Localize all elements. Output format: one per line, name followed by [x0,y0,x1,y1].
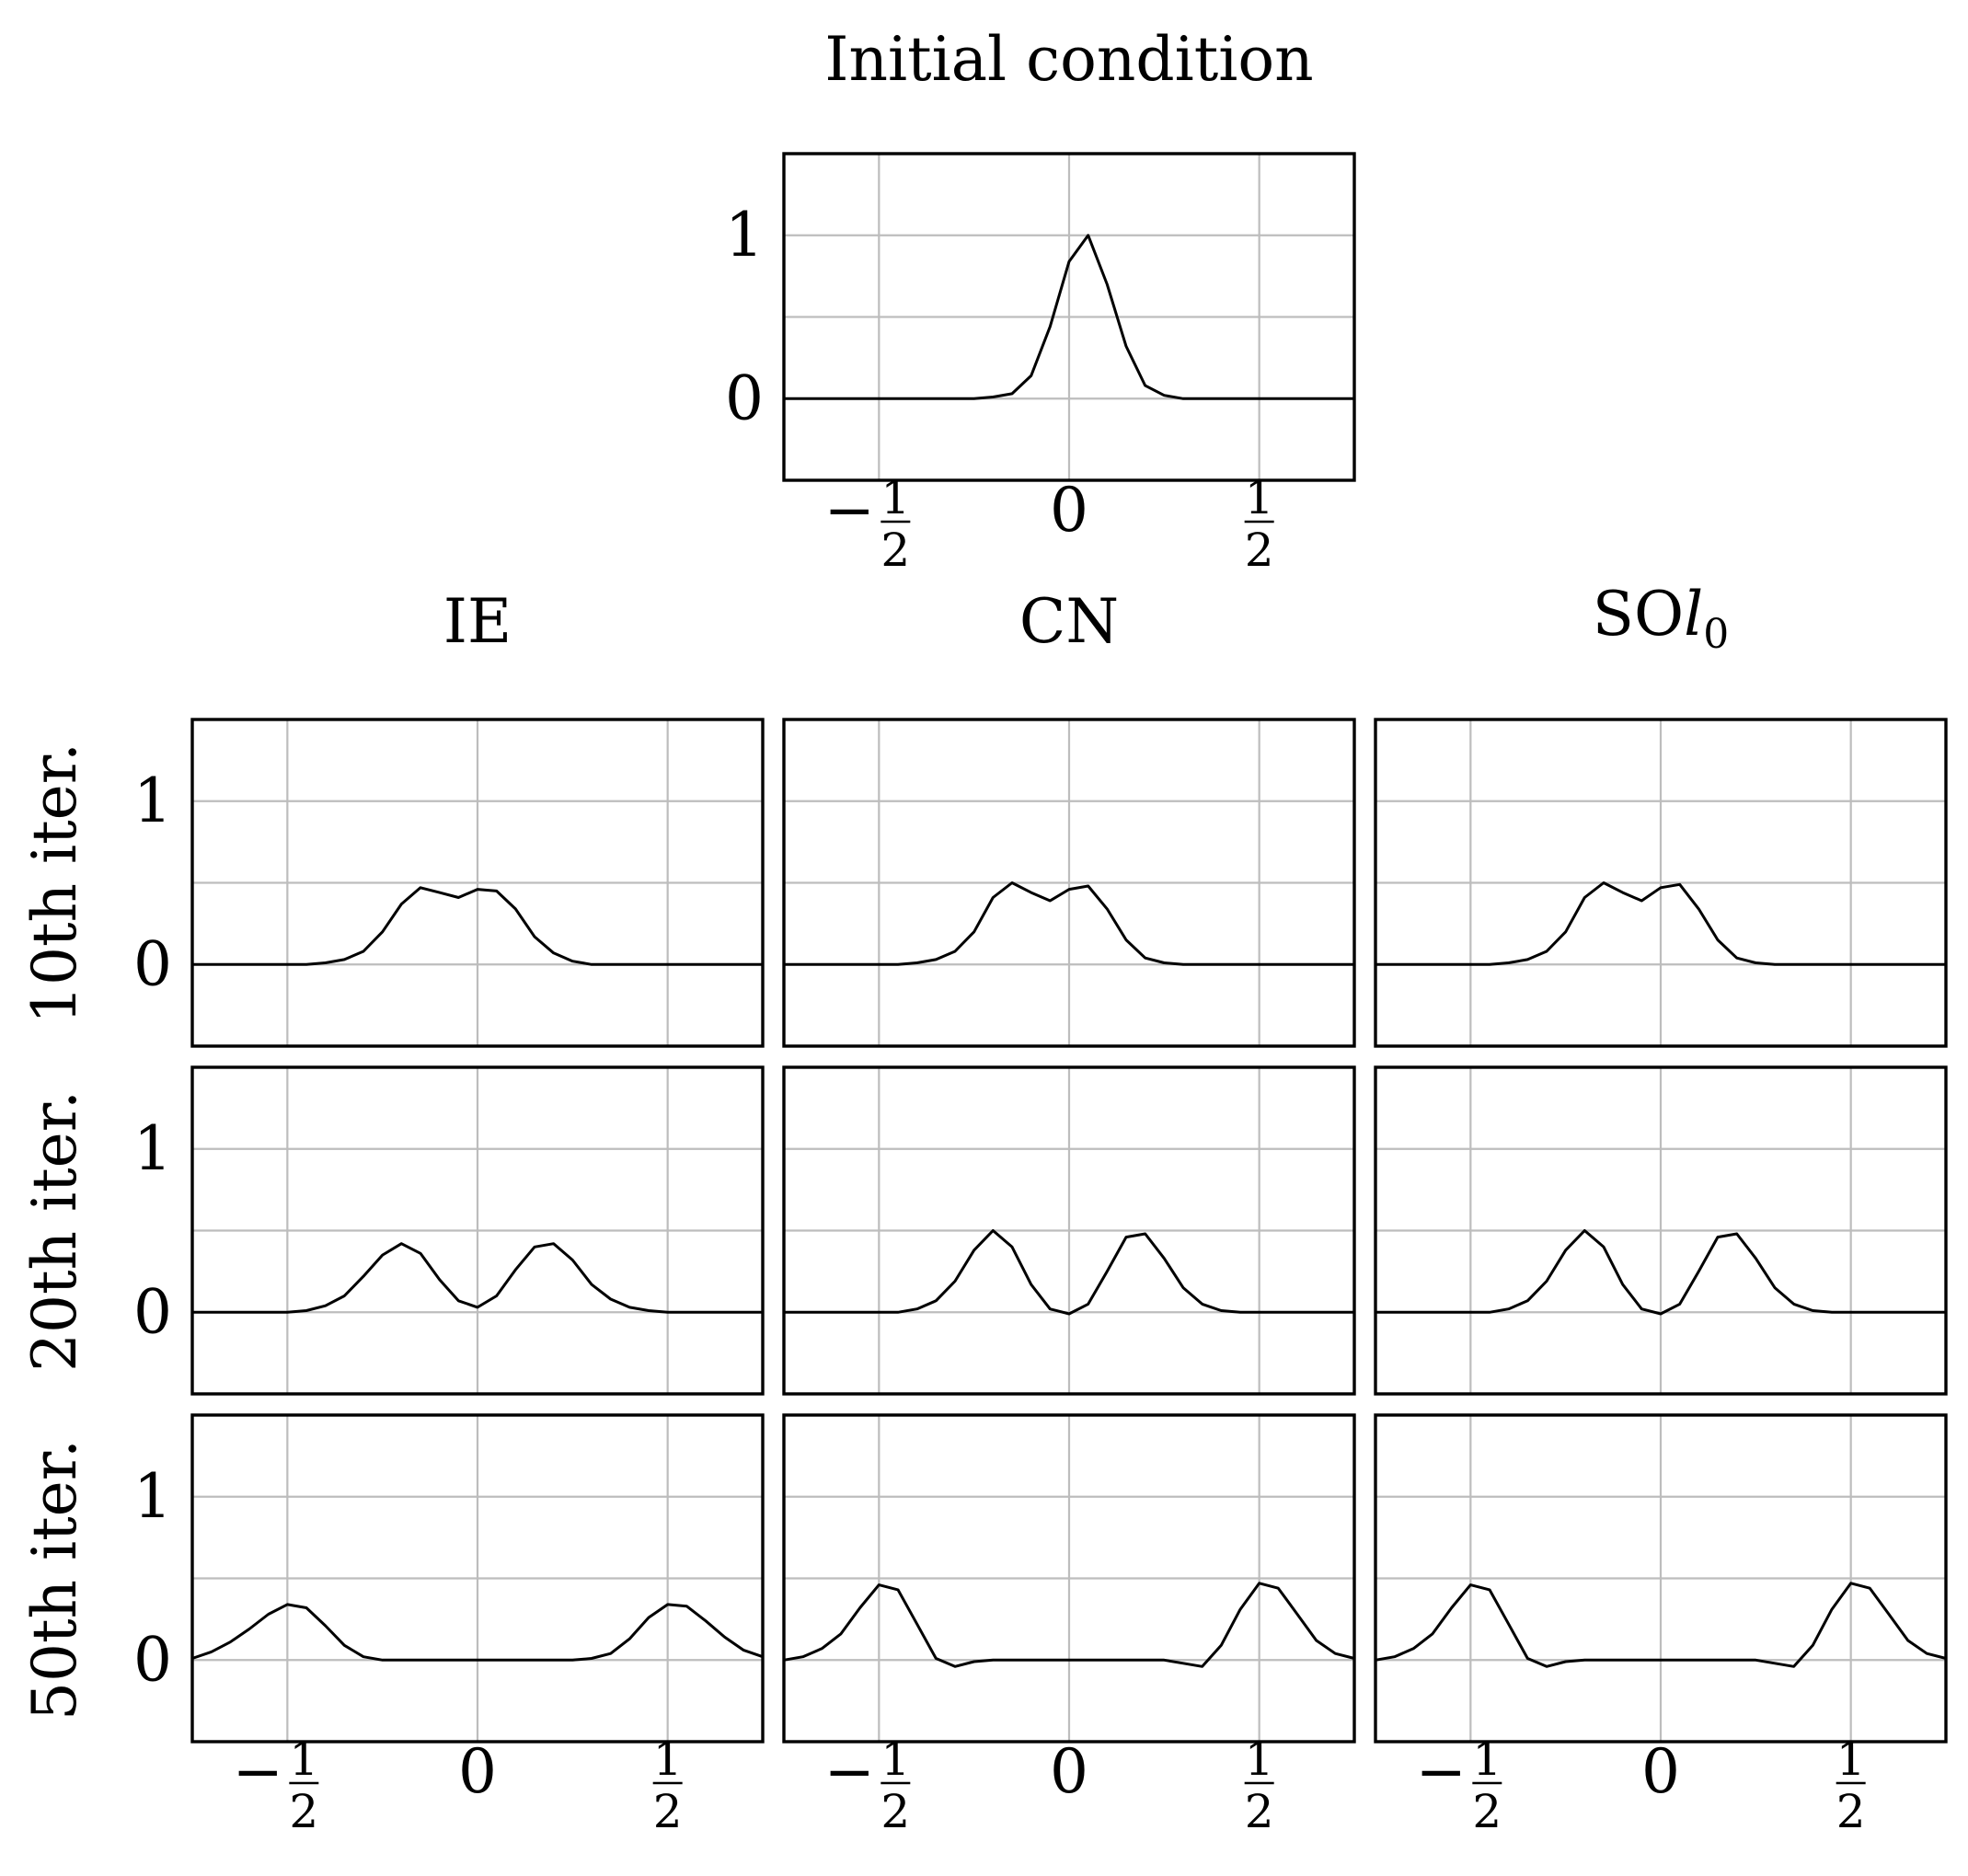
series-line-cn-20 [784,1229,1354,1316]
x-tick-denominator: 2 [1245,1785,1274,1838]
plot-frame [782,1413,1356,1744]
y-tick-label-1: 1 [133,1113,172,1184]
plot-frame [1374,718,1948,1048]
x-tick-minus: − [824,475,875,546]
x-tick-denominator: 2 [880,524,910,577]
x-tick-numerator: 1 [880,471,910,524]
plot-frame [1374,1065,1948,1396]
x-tick-numerator: 1 [653,1732,683,1786]
series-line-initial [784,234,1354,400]
plot-frame [782,152,1356,482]
x-tick-minus: − [1416,1736,1467,1807]
y-tick-label-1: 1 [133,765,172,836]
series-line-ie-10 [192,886,763,966]
column-title-sol0: SOl0 [1593,579,1729,658]
y-tick-label-0: 0 [725,363,764,433]
plot-frame [1374,1413,1948,1744]
series-line-ie-50 [191,1603,764,1662]
row-label-50th: 50th iter. [19,1439,90,1721]
panel-cn-10 [782,718,1356,1048]
x-tick-label-1: 0 [1641,1736,1680,1807]
x-tick-label-0: −12 [824,471,911,577]
column-title-ie: IE [443,586,512,657]
x-tick-denominator: 2 [1836,1785,1866,1838]
x-tick-denominator: 2 [653,1785,683,1838]
x-tick-label-0: −12 [824,1732,911,1838]
x-tick-label-2: 12 [1244,1732,1274,1838]
panel-cn-50: −120 12 [782,1413,1356,1838]
plot-frame [190,1413,765,1744]
plot-frame [782,718,1356,1048]
figure-title: Initial condition [824,24,1313,95]
series-line-so-50 [1375,1582,1947,1668]
x-tick-denominator: 2 [1245,524,1274,577]
series-line-cn-10 [784,881,1354,966]
panel-so-50: −120 12 [1374,1413,1948,1838]
x-tick-minus: − [824,1736,875,1807]
x-tick-label-1: 0 [1050,1736,1088,1807]
series-line-so-10 [1375,881,1946,966]
x-tick-numerator: 1 [1245,471,1274,524]
plot-frame [190,1065,765,1396]
x-tick-denominator: 2 [880,1785,910,1838]
series-line-so-20 [1375,1229,1946,1316]
x-tick-label-0: −12 [1416,1732,1502,1838]
panel-ie-50: 01− 120 12 [133,1413,765,1838]
x-tick-numerator: 1 [1472,1732,1502,1786]
y-tick-label-0: 0 [133,928,172,999]
x-tick-denominator: 2 [289,1785,318,1838]
panel-ie-10: 01 [133,718,765,1048]
panel-so-10 [1374,718,1948,1048]
column-title-cn: CN [1019,586,1119,657]
x-tick-minus: − [233,1736,283,1807]
x-tick-label-1: 0 [458,1736,497,1807]
y-tick-label-1: 1 [133,1461,172,1532]
row-label-20th: 20th iter. [19,1090,90,1372]
panel-cn-20 [782,1065,1356,1396]
y-tick-label-0: 0 [133,1624,172,1695]
series-line-ie-20 [192,1242,763,1314]
x-tick-label-2: 12 [1244,471,1274,577]
y-tick-label-0: 0 [133,1276,172,1347]
x-tick-denominator: 2 [1472,1785,1502,1838]
y-tick-label-1: 1 [725,200,764,270]
row-label-10th: 10th iter. [19,742,90,1024]
x-tick-label-0: −12 [233,1732,319,1838]
x-tick-numerator: 1 [1245,1732,1274,1786]
panel-initial: 01− 120 12 [725,152,1356,577]
plot-frame [190,718,765,1048]
panel-ie-20: 01 [133,1065,765,1396]
x-tick-numerator: 1 [289,1732,318,1786]
series-line-cn-50 [783,1582,1355,1668]
x-tick-label-2: 12 [1836,1732,1866,1838]
panel-so-20 [1374,1065,1948,1396]
x-tick-numerator: 1 [1836,1732,1866,1786]
x-tick-label-2: 12 [652,1732,683,1838]
plot-frame [782,1065,1356,1396]
x-tick-numerator: 1 [880,1732,910,1786]
x-tick-label-1: 0 [1050,475,1088,546]
